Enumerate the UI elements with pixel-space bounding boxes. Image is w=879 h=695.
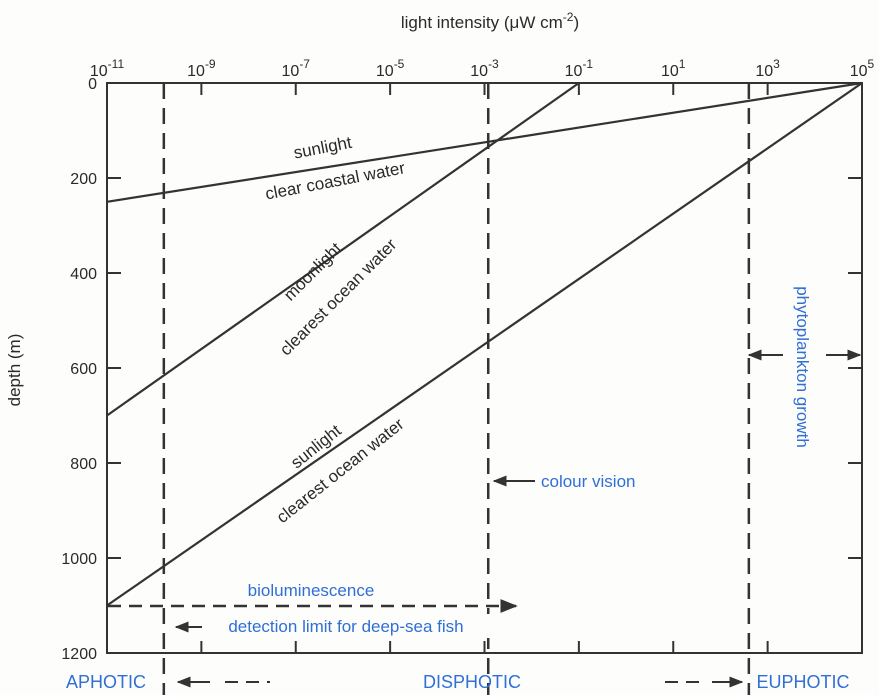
series-line-0 [106, 81, 863, 203]
x-tick-label: 10-11 [90, 57, 125, 80]
x-tick-label: 10-3 [470, 57, 499, 80]
y-tick-label: 1000 [61, 551, 97, 568]
label-sunlight-coastal: sunlight clear coastal water [264, 133, 407, 204]
y-axis-label: depth (m) [5, 334, 24, 407]
y-tick-label: 800 [70, 456, 97, 473]
zone-euphotic: EUPHOTIC [756, 672, 849, 692]
x-tick-label: 10-5 [376, 57, 405, 80]
detection-limit-label-bg [202, 614, 490, 638]
reference-lines [162, 83, 751, 695]
label-sunlight-ocean: sunlight clearest ocean water [273, 414, 408, 527]
y-ticks: 0 200 400 600 800 1000 1200 [61, 76, 862, 663]
phytoplankton-label: phytoplankton growth [793, 286, 812, 448]
x-tick-label: 10-9 [187, 57, 216, 80]
y-tick-label: 200 [70, 171, 97, 188]
x-tick-label: 103 [755, 57, 780, 80]
curve-label-sunlight-coastal-1: sunlight [292, 133, 353, 163]
colour-vision-label: colour vision [541, 472, 636, 491]
series-line-2 [106, 82, 863, 607]
series-line-1 [106, 82, 580, 417]
series-lines [106, 81, 863, 607]
y-tick-label: 1200 [61, 646, 97, 663]
zone-aphotic: APHOTIC [66, 672, 146, 692]
x-axis-label: light intensity (μW cm-2) [401, 10, 579, 32]
y-tick-label: 400 [70, 266, 97, 283]
x-tick-label: 101 [661, 57, 686, 80]
y-tick-label: 600 [70, 361, 97, 378]
x-tick-label: 10-7 [282, 57, 311, 80]
label-moonlight-ocean: moonlight clearest ocean water [276, 235, 401, 360]
zone-disphotic: DISPHOTIC [423, 672, 521, 692]
x-tick-label: 10-1 [565, 57, 594, 80]
detection-limit-label: detection limit for deep-sea fish [228, 617, 463, 636]
bioluminescence-label: bioluminescence [248, 581, 375, 600]
x-tick-label: 105 [850, 57, 875, 80]
x-ticks: 10-11 10-9 10-7 10-5 10-3 10-1 101 103 105 [90, 57, 875, 653]
y-tick-label: 0 [88, 76, 97, 93]
